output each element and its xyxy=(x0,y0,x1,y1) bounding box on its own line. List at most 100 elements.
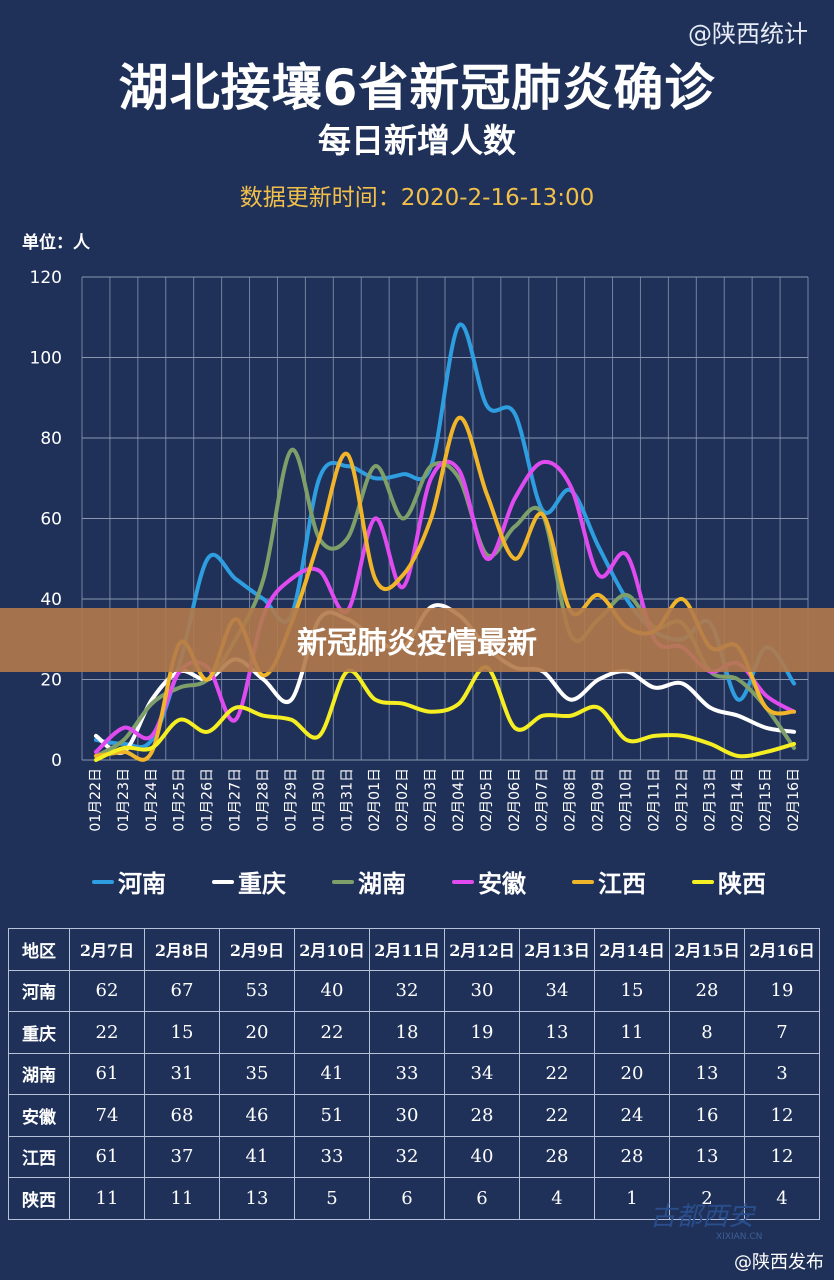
table-row-label: 陕西 xyxy=(8,1177,70,1220)
table-row: 江西 61 37 41 33 32 40 28 28 13 12 xyxy=(8,1135,820,1178)
y-tick-label: 0 xyxy=(51,751,62,771)
table-cell: 34 xyxy=(519,969,595,1012)
table-cell: 28 xyxy=(444,1094,520,1137)
table-cell: 6 xyxy=(444,1177,520,1220)
y-axis-unit-label: 单位：人 xyxy=(22,233,90,253)
legend-swatch xyxy=(92,879,114,884)
table-row-label: 安徽 xyxy=(8,1094,70,1137)
legend-label: 重庆 xyxy=(238,870,286,898)
table-header-row: 地区 2月7日 2月8日 2月9日 2月10日 2月11日 2月12日 2月13日 2月14日 2… xyxy=(8,928,820,971)
legend-label: 陕西 xyxy=(718,870,766,898)
table-cell: 51 xyxy=(294,1094,370,1137)
x-tick-label: 02月08日 xyxy=(563,768,579,832)
table-cell: 12 xyxy=(744,1135,820,1178)
table-cell: 13 xyxy=(669,1135,745,1178)
legend-label: 江西 xyxy=(598,870,646,898)
table-header-cell: 2月9日 xyxy=(219,928,295,971)
x-tick-label: 01月24日 xyxy=(144,768,160,832)
table-cell: 19 xyxy=(444,1011,520,1054)
table-row-label: 重庆 xyxy=(8,1011,70,1054)
table-cell: 61 xyxy=(69,1135,145,1178)
table-cell: 35 xyxy=(219,1052,295,1095)
x-tick-label: 02月01日 xyxy=(367,768,383,832)
series-line-6 xyxy=(93,665,797,762)
table-cell: 32 xyxy=(369,1135,445,1178)
table-cell: 13 xyxy=(669,1052,745,1095)
legend-item: 重庆 xyxy=(212,864,286,899)
table-cell: 6 xyxy=(369,1177,445,1220)
table-cell: 41 xyxy=(294,1052,370,1095)
x-tick-label: 02月09日 xyxy=(591,768,607,832)
x-tick-label: 02月13日 xyxy=(702,768,718,832)
table-cell: 20 xyxy=(219,1011,295,1054)
legend-item: 河南 xyxy=(92,864,166,899)
table-cell: 11 xyxy=(144,1177,220,1220)
table-row-label: 湖南 xyxy=(8,1052,70,1095)
table-row-label: 江西 xyxy=(8,1135,70,1178)
y-tick-label: 120 xyxy=(30,268,62,288)
x-tick-label: 01月23日 xyxy=(116,768,132,832)
table-cell: 68 xyxy=(144,1094,220,1137)
watermark-top: @陕西统计 xyxy=(688,20,808,48)
x-tick-label: 02月10日 xyxy=(619,768,635,832)
table-header-cell: 2月13日 xyxy=(519,928,595,971)
table-cell: 46 xyxy=(219,1094,295,1137)
table-row: 湖南 61 31 35 41 33 34 22 20 13 3 xyxy=(8,1052,820,1095)
table-header-cell: 2月11日 xyxy=(369,928,445,971)
table-cell: 13 xyxy=(519,1011,595,1054)
x-tick-label: 01月29日 xyxy=(283,768,299,832)
table-row: 河南 62 67 53 40 32 30 34 15 28 19 xyxy=(8,969,820,1012)
table-header-cell: 2月14日 xyxy=(594,928,670,971)
table-cell: 30 xyxy=(444,969,520,1012)
table-cell: 37 xyxy=(144,1135,220,1178)
legend-swatch xyxy=(692,879,714,884)
table-cell: 20 xyxy=(594,1052,670,1095)
table-cell: 8 xyxy=(669,1011,745,1054)
table-header-cell: 2月10日 xyxy=(294,928,370,971)
legend-item: 湖南 xyxy=(332,864,406,899)
x-tick-label: 02月12日 xyxy=(674,768,690,832)
table-row: 重庆 22 15 20 22 18 19 13 11 8 7 xyxy=(8,1011,820,1054)
x-tick-label: 01月27日 xyxy=(228,768,244,832)
table-cell: 33 xyxy=(294,1135,370,1178)
table-cell: 41 xyxy=(219,1135,295,1178)
x-tick-label: 02月02日 xyxy=(395,768,411,832)
table-cell: 32 xyxy=(369,969,445,1012)
legend-label: 河南 xyxy=(118,870,166,898)
table-cell: 11 xyxy=(69,1177,145,1220)
y-tick-label: 100 xyxy=(30,349,62,369)
table-cell: 40 xyxy=(444,1135,520,1178)
x-tick-label: 02月11日 xyxy=(646,768,662,832)
banner-text: 新冠肺炎疫情最新 xyxy=(297,626,537,661)
y-tick-label: 20 xyxy=(40,671,62,691)
x-tick-label: 01月25日 xyxy=(172,768,188,832)
table-cell: 22 xyxy=(519,1052,595,1095)
chart-title: 湖北接壤6省新冠肺炎确诊 xyxy=(118,59,716,117)
table-cell: 28 xyxy=(519,1135,595,1178)
table-cell: 34 xyxy=(444,1052,520,1095)
table-cell: 4 xyxy=(744,1177,820,1220)
legend-swatch xyxy=(572,879,594,884)
table-cell: 3 xyxy=(744,1052,820,1095)
table-cell: 13 xyxy=(219,1177,295,1220)
x-tick-label: 02月07日 xyxy=(535,768,551,832)
y-tick-label: 60 xyxy=(40,510,62,530)
x-tick-label: 02月03日 xyxy=(423,768,439,832)
table-cell: 15 xyxy=(144,1011,220,1054)
table-header-cell: 2月16日 xyxy=(744,928,820,971)
y-tick-label: 40 xyxy=(40,590,62,610)
x-tick-label: 02月14日 xyxy=(730,768,746,832)
x-tick-label: 02月05日 xyxy=(479,768,495,832)
x-tick-label: 02月04日 xyxy=(451,768,467,832)
table-cell: 53 xyxy=(219,969,295,1012)
table-cell: 18 xyxy=(369,1011,445,1054)
table-cell: 24 xyxy=(594,1094,670,1137)
legend-label: 安徽 xyxy=(478,870,526,898)
table-cell: 15 xyxy=(594,969,670,1012)
table-cell: 11 xyxy=(594,1011,670,1054)
table-cell: 12 xyxy=(744,1094,820,1137)
x-tick-label: 01月26日 xyxy=(200,768,216,832)
table-cell: 33 xyxy=(369,1052,445,1095)
data-table: 地区 2月7日 2月8日 2月9日 2月10日 2月11日 2月12日 2月13日 2月14日 2… xyxy=(8,928,820,1220)
table-cell: 62 xyxy=(69,969,145,1012)
